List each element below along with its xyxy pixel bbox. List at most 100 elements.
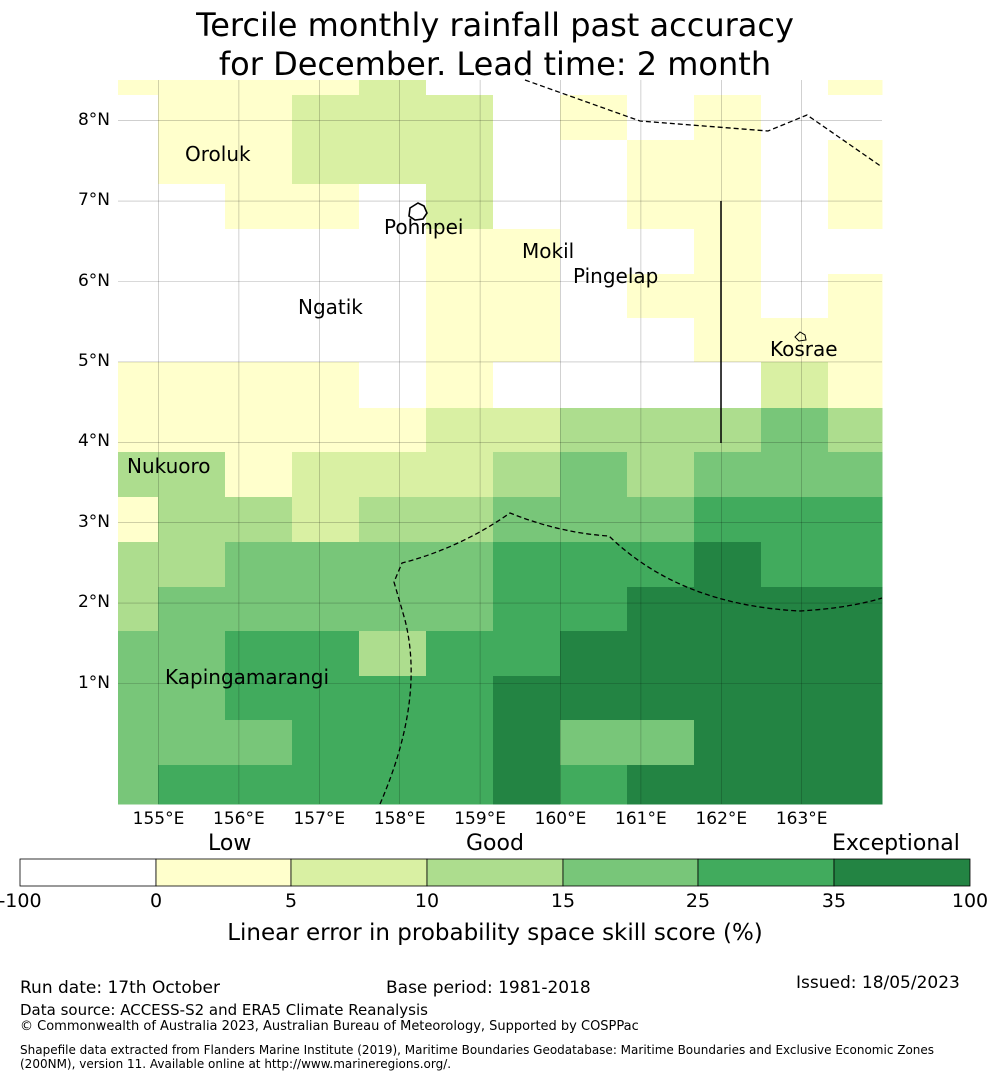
skill-cell bbox=[158, 274, 226, 319]
lon-label: 155°E bbox=[132, 809, 185, 829]
lat-label: 6°N bbox=[77, 270, 110, 291]
skill-cell bbox=[828, 542, 883, 588]
skill-cell bbox=[359, 80, 427, 96]
skill-cell bbox=[761, 184, 829, 230]
skill-cell bbox=[694, 587, 762, 632]
lat-label: 5°N bbox=[77, 350, 110, 371]
eez-boundary-north bbox=[524, 79, 883, 168]
skill-cell bbox=[493, 362, 561, 409]
skill-cell bbox=[560, 362, 628, 409]
skill-cell bbox=[118, 95, 159, 141]
skill-cell bbox=[158, 542, 226, 588]
skill-cell bbox=[118, 408, 159, 453]
skill-cell bbox=[426, 95, 494, 141]
skill-cell bbox=[828, 720, 883, 766]
skill-cell bbox=[560, 274, 628, 319]
skill-cell bbox=[225, 229, 293, 275]
lon-label: 162°E bbox=[695, 809, 748, 829]
lat-label: 4°N bbox=[77, 431, 110, 452]
skill-cell bbox=[292, 318, 360, 363]
skill-cell bbox=[694, 720, 762, 766]
skill-cell bbox=[493, 720, 561, 766]
skill-cell bbox=[627, 362, 695, 409]
skill-cell bbox=[118, 631, 159, 677]
skill-cell bbox=[225, 542, 293, 588]
skill-cell bbox=[426, 80, 494, 96]
skill-cell bbox=[761, 765, 829, 805]
skill-cell bbox=[493, 765, 561, 805]
skill-cell bbox=[359, 184, 427, 230]
run-date: Run date: 17th October bbox=[20, 978, 220, 998]
skill-cell bbox=[359, 274, 427, 319]
skill-cell bbox=[225, 362, 293, 409]
skill-cell bbox=[828, 140, 883, 185]
skill-cell bbox=[292, 676, 360, 721]
skill-cell bbox=[493, 631, 561, 677]
place-kosrae: Kosrae bbox=[770, 337, 838, 361]
skill-cell bbox=[627, 765, 695, 805]
skill-cell bbox=[493, 318, 561, 363]
skill-cell bbox=[694, 362, 762, 409]
place-mokil: Mokil bbox=[522, 239, 575, 263]
skill-cell bbox=[118, 452, 159, 498]
skill-cell bbox=[426, 452, 494, 498]
place-nukuoro: Nukuoro bbox=[127, 454, 211, 478]
skill-cell bbox=[118, 184, 159, 230]
skill-cell bbox=[158, 80, 226, 96]
skill-cell bbox=[225, 140, 293, 185]
skill-cell bbox=[761, 274, 829, 319]
skill-cell bbox=[158, 184, 226, 230]
skill-cell bbox=[118, 676, 159, 721]
colorbar-tick-label: 35 bbox=[821, 890, 847, 912]
skill-cell bbox=[359, 720, 427, 766]
skill-cell bbox=[118, 80, 159, 96]
skill-cell bbox=[158, 631, 226, 677]
colorbar-tick-label: 25 bbox=[685, 890, 711, 912]
place-kapingamarangi: Kapingamarangi bbox=[165, 665, 330, 689]
skill-cell bbox=[426, 318, 494, 363]
pohnpei-island-outline bbox=[408, 202, 428, 221]
colorbar-label-good: Good bbox=[466, 831, 524, 856]
skill-cell bbox=[560, 184, 628, 230]
lon-label: 163°E bbox=[775, 809, 828, 829]
skill-cell bbox=[694, 765, 762, 805]
skill-cell bbox=[158, 140, 226, 185]
skill-cell bbox=[627, 318, 695, 363]
skill-cell bbox=[761, 362, 829, 409]
skill-cell bbox=[493, 452, 561, 498]
colorbar-label-exceptional: Exceptional bbox=[832, 831, 960, 856]
skill-cell bbox=[426, 676, 494, 721]
skill-cell bbox=[292, 587, 360, 632]
skill-cell bbox=[426, 184, 494, 230]
colorbar-tick-label: 0 bbox=[149, 890, 163, 912]
skill-cell bbox=[761, 497, 829, 543]
lon-label: 158°E bbox=[373, 809, 426, 829]
data-source: Data source: ACCESS-S2 and ERA5 Climate … bbox=[20, 1001, 428, 1019]
shapefile-credit-1: Shapefile data extracted from Flanders M… bbox=[20, 1043, 935, 1057]
skill-cell bbox=[359, 362, 427, 409]
skill-cell bbox=[118, 274, 159, 319]
colorbar-segment bbox=[155, 858, 292, 887]
skill-cell bbox=[694, 676, 762, 721]
lat-label: 2°N bbox=[77, 592, 110, 613]
skill-cell bbox=[761, 676, 829, 721]
skill-cell bbox=[292, 631, 360, 677]
skill-cell bbox=[225, 318, 293, 363]
skill-cell bbox=[828, 676, 883, 721]
colorbar-tick-label: 10 bbox=[414, 890, 440, 912]
skill-cell bbox=[359, 497, 427, 543]
skill-cell bbox=[694, 274, 762, 319]
skill-cell bbox=[359, 542, 427, 588]
skill-cell bbox=[627, 140, 695, 185]
colorbar-segment bbox=[833, 858, 971, 887]
skill-cell bbox=[118, 362, 159, 409]
skill-cell bbox=[225, 80, 293, 96]
skill-cell bbox=[560, 542, 628, 588]
skill-cell bbox=[225, 95, 293, 141]
place-oroluk: Oroluk bbox=[185, 142, 251, 166]
skill-cell bbox=[426, 362, 494, 409]
skill-cell bbox=[828, 184, 883, 230]
skill-cell bbox=[694, 318, 762, 363]
colorbar-tick-label: 100 bbox=[951, 890, 989, 912]
skill-cell bbox=[225, 765, 293, 805]
